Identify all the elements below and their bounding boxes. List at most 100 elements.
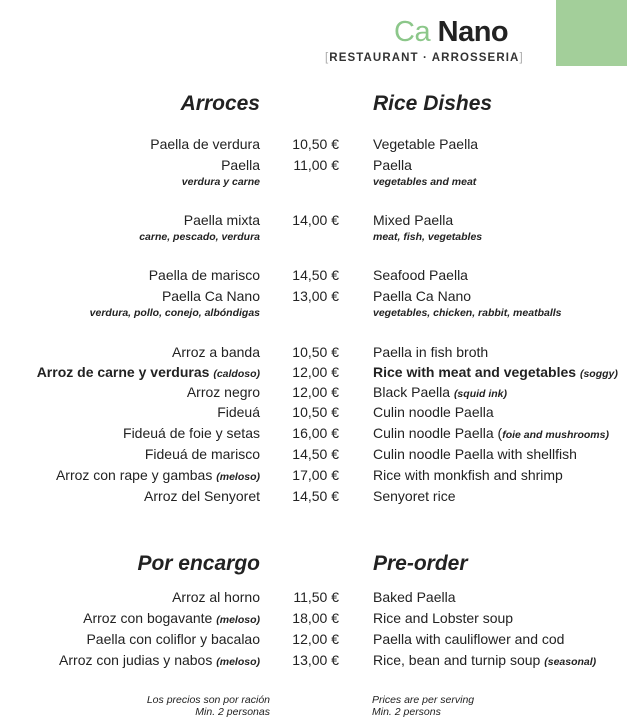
dish-price: 10,50 € bbox=[292, 136, 339, 152]
dish-price: 10,50 € bbox=[292, 344, 339, 360]
dish-name-es: Arroz del Senyoret bbox=[144, 488, 260, 504]
dish-name-es: Arroz con bogavante (meloso) bbox=[83, 610, 260, 626]
dish-name-en-text: Rice and Lobster soup bbox=[373, 610, 514, 626]
dish-name-es-text: Paella con coliflor y bacalao bbox=[86, 631, 260, 647]
dish-name-en-text: Paella with cauliflower and cod bbox=[373, 631, 565, 647]
dish-price: 13,00 € bbox=[292, 652, 339, 668]
dish-name-es-text: Arroz de carne y verduras bbox=[36, 364, 210, 380]
logo-ca: Ca bbox=[394, 16, 431, 48]
dish-ingredients-es: verdura, pollo, conejo, albóndigas bbox=[89, 307, 260, 319]
tagline-text: RESTAURANT · ARROSSERIA bbox=[329, 52, 520, 64]
dish-name-es-text: Arroz con judias y nabos bbox=[59, 652, 213, 668]
dish-name-es-text: Arroz con bogavante bbox=[83, 610, 213, 626]
dish-price: 11,00 € bbox=[293, 157, 339, 173]
dish-price: 14,50 € bbox=[292, 488, 339, 504]
restaurant-tagline: [RESTAURANT · ARROSSERIA] bbox=[325, 52, 524, 64]
logo-nano: Nano bbox=[437, 16, 509, 48]
dish-name-en-text: Paella in fish broth bbox=[373, 344, 489, 360]
dish-ingredients-en: meat, fish, vegetables bbox=[373, 231, 483, 243]
dish-name-en-text: Paella bbox=[373, 157, 412, 173]
bracket-close: ] bbox=[519, 52, 524, 64]
dish-price: 14,00 € bbox=[292, 212, 339, 228]
dish-name-es-text: Paella mixta bbox=[183, 212, 260, 228]
dish-name-en-text: Mixed Paella bbox=[373, 212, 454, 228]
dish-name-es: Paella con coliflor y bacalao bbox=[86, 631, 260, 647]
dish-ingredients-es: carne, pescado, verdura bbox=[139, 231, 260, 243]
footer-en: Prices are per serving Min. 2 persons bbox=[372, 694, 474, 718]
dish-name-es-text: Arroz al horno bbox=[172, 589, 260, 605]
footer-es: Los precios son por ración Min. 2 person… bbox=[147, 694, 270, 718]
dish-name-en-text: Culin noodle Paella with shellfish bbox=[373, 446, 577, 462]
dish-name-es: Arroz con judias y nabos (meloso) bbox=[59, 652, 260, 668]
dish-name-es-text: Arroz negro bbox=[186, 384, 260, 400]
dish-name-es: Arroz con rape y gambas (meloso) bbox=[56, 467, 260, 483]
dish-name-en-text: Seafood Paella bbox=[373, 267, 468, 283]
dish-name-en-text: Senyoret rice bbox=[373, 488, 456, 504]
dish-name-en: Seafood Paella bbox=[373, 267, 468, 283]
dish-price: 17,00 € bbox=[292, 467, 339, 483]
dish-price: 16,00 € bbox=[292, 425, 339, 441]
dish-name-es: Arroz al horno bbox=[172, 589, 260, 605]
dish-price: 12,00 € bbox=[292, 631, 339, 647]
dish-name-en: Black Paella (squid ink) bbox=[373, 384, 507, 400]
dish-name-es: Arroz de carne y verduras (caldoso) bbox=[37, 364, 260, 380]
dish-name-en: Culin noodle Paella bbox=[373, 404, 494, 420]
dish-note-es: (caldoso) bbox=[213, 368, 260, 380]
dish-name-en: Mixed Paella bbox=[373, 212, 453, 228]
dish-price: 14,50 € bbox=[292, 267, 339, 283]
dish-name-en-text: Rice with monkfish and shrimp bbox=[373, 467, 563, 483]
dish-price: 18,00 € bbox=[292, 610, 339, 626]
dish-ingredients-es: verdura y carne bbox=[181, 176, 260, 188]
dish-name-es-text: Paella de verdura bbox=[150, 136, 260, 152]
footer-es-line2: Min. 2 personas bbox=[195, 706, 270, 718]
dish-note-en: (squid ink) bbox=[453, 388, 508, 400]
dish-name-en: Vegetable Paella bbox=[373, 136, 478, 152]
dish-name-en: Paella with cauliflower and cod bbox=[373, 631, 564, 647]
dish-name-es-text: Fideuá bbox=[217, 404, 260, 420]
dish-name-es: Paella bbox=[221, 157, 260, 173]
dish-price: 11,50 € bbox=[293, 589, 339, 605]
dish-name-en: Baked Paella bbox=[373, 589, 456, 605]
footer-es-line1: Los precios son por ración bbox=[146, 694, 270, 706]
dish-name-es-text: Fideuá de foie y setas bbox=[123, 425, 260, 441]
dish-price: 12,00 € bbox=[292, 384, 339, 400]
dish-name-es-text: Arroz del Senyoret bbox=[144, 488, 260, 504]
dish-note-es: (meloso) bbox=[216, 471, 260, 483]
dish-name-es-text: Arroz con rape y gambas bbox=[55, 467, 213, 483]
section-title-en: Pre-order bbox=[373, 552, 468, 575]
dish-name-en-text: Rice, bean and turnip soup bbox=[373, 652, 541, 668]
dish-note-en: (seasonal) bbox=[544, 656, 597, 668]
dish-name-en: Rice with monkfish and shrimp bbox=[373, 467, 563, 483]
footer-en-line1: Prices are per serving bbox=[372, 694, 475, 706]
bracket-open: [ bbox=[325, 52, 330, 64]
dish-name-es: Fideuá de marisco bbox=[145, 446, 260, 462]
section-title-es: Arroces bbox=[180, 92, 260, 115]
footer-en-line2: Min. 2 persons bbox=[372, 706, 441, 718]
dish-name-en-text: Culin noodle Paella ( bbox=[373, 425, 503, 441]
dish-name-es: Arroz a banda bbox=[172, 344, 260, 360]
dish-name-en: Culin noodle Paella (foie and mushrooms) bbox=[373, 425, 609, 441]
dish-name-es: Paella mixta bbox=[184, 212, 260, 228]
dish-price: 13,00 € bbox=[292, 288, 339, 304]
dish-name-es-text: Paella Ca Nano bbox=[161, 288, 260, 304]
dish-name-en: Paella bbox=[373, 157, 412, 173]
dish-note-en: (soggy) bbox=[579, 368, 618, 380]
dish-name-es: Fideuá de foie y setas bbox=[123, 425, 260, 441]
dish-name-es: Paella Ca Nano bbox=[162, 288, 260, 304]
dish-name-es: Fideuá bbox=[217, 404, 260, 420]
dish-name-en-text: Baked Paella bbox=[373, 589, 456, 605]
dish-name-en: Rice, bean and turnip soup (seasonal) bbox=[373, 652, 596, 668]
dish-name-en: Culin noodle Paella with shellfish bbox=[373, 446, 577, 462]
brand-color-block bbox=[556, 0, 627, 66]
dish-name-es: Arroz negro bbox=[187, 384, 260, 400]
dish-name-es: Paella de verdura bbox=[150, 136, 260, 152]
dish-name-es-text: Paella de marisco bbox=[148, 267, 260, 283]
dish-name-en: Paella Ca Nano bbox=[373, 288, 471, 304]
dish-name-en: Paella in fish broth bbox=[373, 344, 488, 360]
dish-note-en: foie and mushrooms) bbox=[502, 429, 609, 441]
dish-name-es: Paella de marisco bbox=[149, 267, 260, 283]
restaurant-logo: Ca Nano bbox=[394, 16, 509, 49]
dish-name-es-text: Fideuá de marisco bbox=[144, 446, 260, 462]
dish-name-en: Senyoret rice bbox=[373, 488, 455, 504]
dish-price: 12,00 € bbox=[292, 364, 339, 380]
